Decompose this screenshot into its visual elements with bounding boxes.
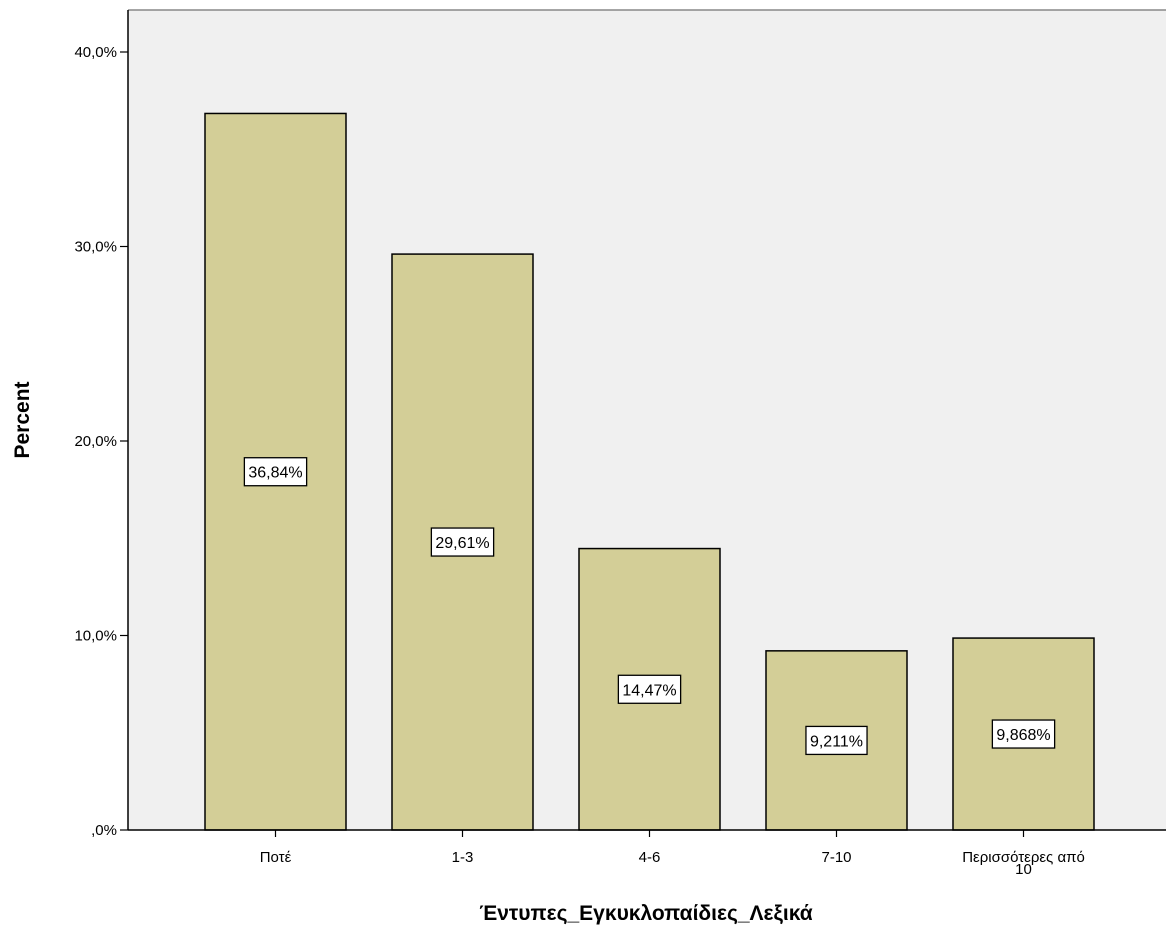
y-axis-title: Percent (11, 381, 34, 458)
y-tick-label: ,0% (91, 822, 117, 839)
axes (127, 9, 1166, 831)
y-ticks: ,0% 10,0% 20,0% 30,0% 40,0% (74, 44, 128, 839)
data-label: 9,868% (991, 719, 1056, 749)
data-label-box (243, 457, 308, 487)
data-label-box (991, 719, 1056, 749)
y-tick-label: 30,0% (74, 239, 117, 256)
data-label-text: 36,84% (248, 465, 302, 482)
x-tick-label: 7-10 (821, 849, 851, 866)
data-label: 36,84% (243, 457, 308, 487)
y-tick-label: 10,0% (74, 628, 117, 645)
data-label-text: 29,61% (435, 535, 489, 552)
y-tick-label: 40,0% (74, 44, 117, 61)
x-tick-label: 4-6 (639, 849, 661, 866)
data-label: 9,211% (805, 725, 868, 756)
y-tick-label: 20,0% (74, 433, 117, 450)
data-label-box (430, 527, 495, 557)
data-label: 29,61% (430, 527, 495, 557)
data-labels: 36,84% 29,61% 14,47% 9,211% 9,868% (243, 457, 1056, 756)
data-label-box (617, 674, 682, 704)
x-tick-label: Περισσότερες από 10 (962, 849, 1085, 878)
x-categories: Ποτέ 1-3 4-6 7-10 Περισσότερες από 10 (260, 830, 1085, 878)
data-label: 14,47% (617, 674, 682, 704)
data-label-text: 9,211% (810, 733, 863, 750)
x-tick-label: Ποτέ (260, 849, 292, 866)
data-label-text: 14,47% (622, 682, 676, 699)
data-label-text: 9,868% (996, 727, 1050, 744)
x-axis-title: Έντυπες_Εγκυκλοπαίδιες_Λεξικά (479, 902, 812, 925)
data-label-box (805, 725, 868, 756)
x-tick-label: 1-3 (452, 849, 474, 866)
